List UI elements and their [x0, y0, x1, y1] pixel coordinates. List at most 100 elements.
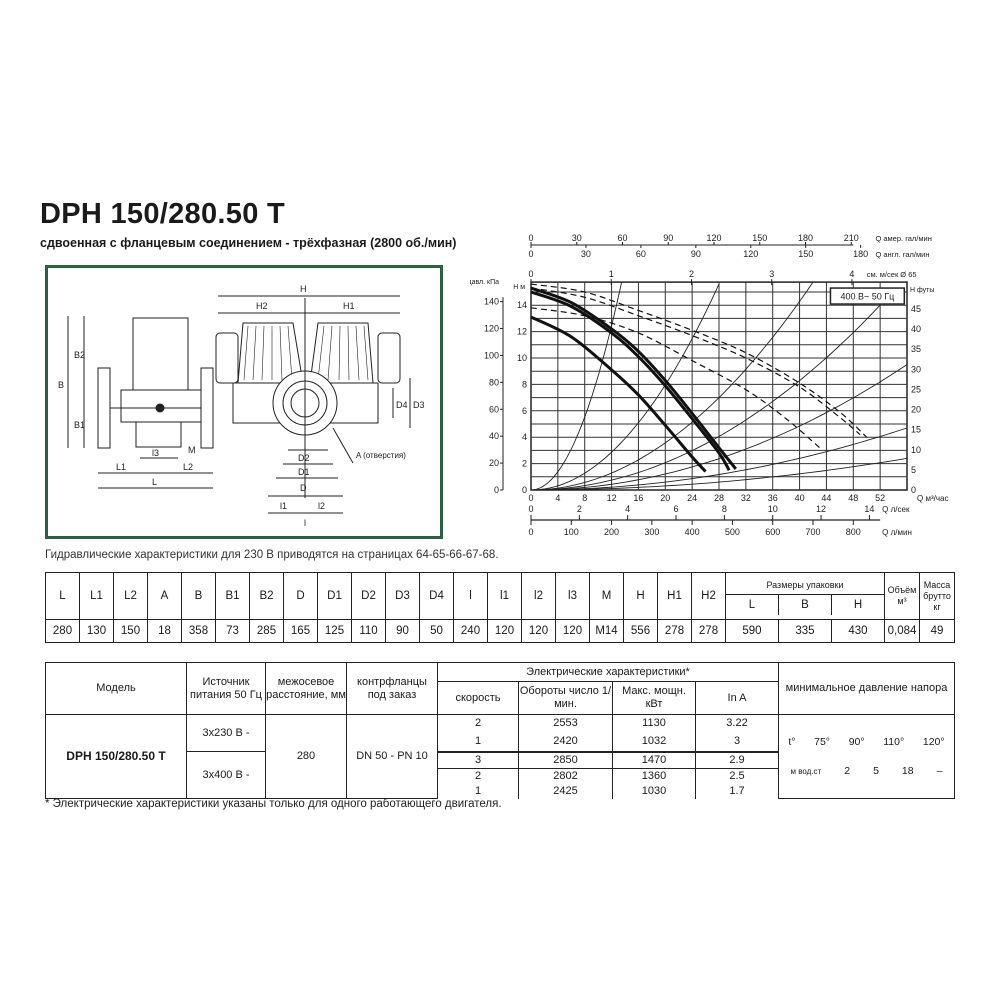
model-name: DPH 150/280.50 T — [45, 714, 187, 799]
top-axis-tick-label: 30 — [572, 233, 582, 243]
cell-power: 1030 — [612, 783, 696, 799]
dim-value: 280 — [45, 619, 80, 643]
dim-label-B: B — [58, 380, 64, 390]
dim-value: 0,084 — [884, 619, 920, 643]
kpa-tick-label: 120 — [484, 324, 499, 334]
dim-header: l3 — [555, 572, 590, 620]
cell-power: 1130 — [612, 714, 696, 733]
cell-current: 3.22 — [695, 714, 779, 733]
top-axis-tick-label: 60 — [617, 233, 627, 243]
y-tick-label: 8 — [522, 379, 527, 389]
cell-speed: 2 — [437, 714, 519, 733]
power-curve — [530, 283, 868, 438]
packaging-sub-header: L — [748, 599, 756, 611]
dim-label-L: L — [152, 477, 157, 487]
y-tick-label: 14 — [517, 300, 527, 310]
pressure-temp: 110° — [883, 735, 905, 748]
page-title: DPH 150/280.50 T — [40, 198, 285, 230]
dim-value: 90 — [385, 619, 420, 643]
header-distance: межосевое расстояние, мм — [265, 662, 347, 715]
dim-header: l2 — [521, 572, 556, 620]
packaging-sub-header: B — [778, 595, 831, 615]
power-curve — [530, 307, 821, 449]
system-curve — [531, 457, 908, 491]
system-curve — [530, 282, 623, 491]
x-tick-label: 8 — [582, 493, 587, 503]
dim-header: l — [453, 572, 488, 620]
dim-value: 49 — [919, 619, 955, 643]
ft-tick-label: 20 — [911, 405, 921, 415]
header-supply: Источник питания 50 Гц — [186, 662, 266, 715]
kpa-tick-label: 20 — [489, 458, 499, 468]
pump-curve — [530, 290, 731, 471]
cell-rpm: 2850 — [518, 750, 613, 769]
dim-header: D3 — [385, 572, 420, 620]
cell-power: 1032 — [612, 732, 696, 752]
dim-label-D1: D1 — [298, 467, 310, 477]
lmin-tick-label: 500 — [725, 527, 740, 537]
cell-speed: 1 — [437, 732, 519, 752]
x-tick-label: 32 — [741, 493, 751, 503]
lmin-tick-label: 600 — [765, 527, 780, 537]
x-tick-label: 24 — [687, 493, 697, 503]
pressure-temp: 75° — [814, 735, 831, 748]
supply-230: 3x230 В - — [186, 714, 266, 752]
ls-tick-label: 10 — [768, 504, 778, 514]
system-curve — [530, 364, 908, 491]
dim-header: A — [147, 572, 182, 620]
lmin-tick-label: 100 — [564, 527, 579, 537]
dim-value: 18 — [147, 619, 182, 643]
packaging-title: Размеры упаковки — [726, 577, 884, 595]
lmin-tick-label: 300 — [644, 527, 659, 537]
system-curve — [531, 427, 908, 491]
dim-label-M: M — [188, 445, 196, 455]
ls-tick-label: 2 — [577, 504, 582, 514]
packaging-sub-header: H — [831, 595, 884, 615]
dim-header: L2 — [113, 572, 148, 620]
system-curve — [530, 283, 720, 491]
top-axis-tick-label: 1 — [609, 269, 614, 279]
cell-speed: 1 — [437, 783, 519, 799]
kpa-axis-label: давл. кПа — [470, 279, 499, 286]
dim-header: l1 — [487, 572, 522, 620]
top-axis-tick-label: 0 — [528, 249, 533, 259]
dim-value: 278 — [691, 619, 726, 643]
dim-label-H1: H1 — [343, 301, 355, 311]
cell-current: 1.7 — [695, 783, 779, 799]
ft-tick-label: 40 — [911, 324, 921, 334]
motor-side — [132, 317, 189, 391]
kpa-tick-label: 0 — [494, 485, 499, 495]
dim-value: 285 — [249, 619, 284, 643]
dim-value: 590 — [725, 619, 779, 643]
ls-axis-label: Q л/сек — [882, 505, 910, 514]
dim-value: 50 — [419, 619, 454, 643]
dimensions-table: L L1 L2 A B B1 B2 D D1 D2 D3 D4 l l1 l2 l3 M H H1 H2 Размеры… — [45, 572, 955, 643]
page-subtitle: сдвоенная с фланцевым соединением - трёх… — [40, 236, 457, 250]
power-curve — [530, 287, 861, 436]
pressure-temp: 120° — [922, 735, 945, 748]
dim-label-D4: D4 — [396, 400, 408, 410]
top-axis-tick-label: 90 — [691, 249, 701, 259]
y-tick-label: 0 — [522, 485, 527, 495]
y-tick-label: 10 — [517, 353, 527, 363]
cell-rpm: 2802 — [518, 768, 613, 784]
dim-value: M14 — [589, 619, 624, 643]
ft-axis-label: H футы — [910, 287, 934, 294]
electrical-row: 3x400 В - 3 2850 1470 2.9 — [46, 750, 955, 799]
dim-label-H: H — [300, 284, 307, 294]
dim-value: 120 — [521, 619, 556, 643]
kpa-tick-label: 80 — [489, 377, 499, 387]
ft-tick-label: 45 — [911, 304, 921, 314]
dim-label-l3: l3 — [152, 448, 159, 458]
header-electrical: Электрические характеристики* — [437, 662, 779, 682]
top-axis-label: см. м/сек Ø 65 — [867, 270, 917, 279]
dim-value: 358 — [181, 619, 216, 643]
pressure-value: – — [936, 764, 943, 777]
cell-power: 1360 — [612, 768, 696, 784]
cell-current: 2.9 — [695, 750, 779, 769]
header-rpm: Обороты число 1/мин. — [518, 681, 613, 715]
kpa-tick-label: 40 — [489, 431, 499, 441]
dim-value: 335 — [777, 619, 832, 643]
flanges-value: DN 50 - PN 10 — [346, 714, 438, 799]
